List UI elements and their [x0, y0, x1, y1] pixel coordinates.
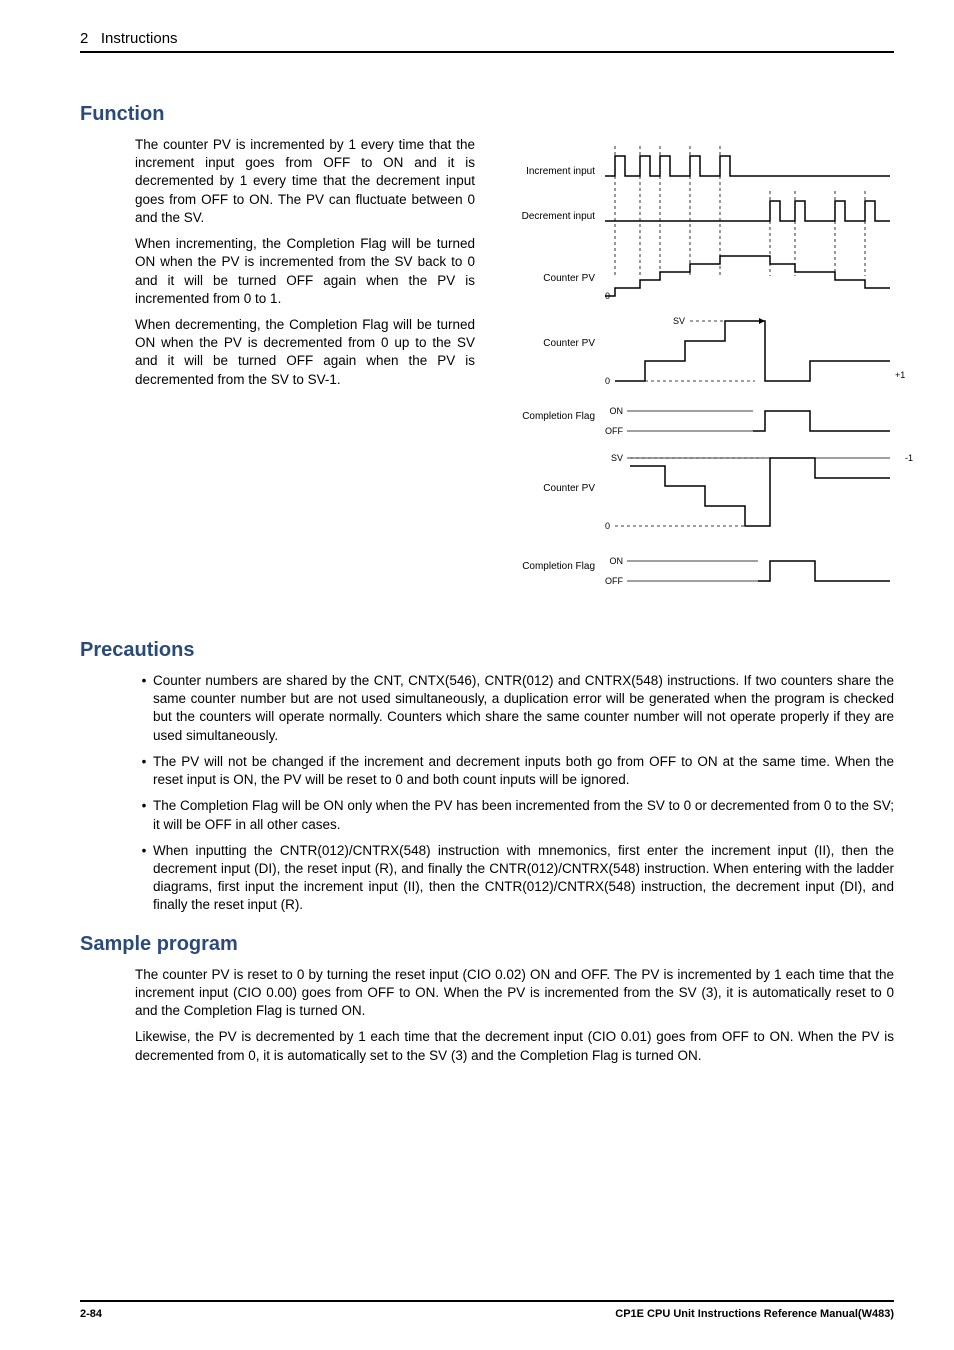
label-zero2: 0 [605, 376, 610, 386]
page-header: 2 Instructions [80, 30, 894, 47]
label-cpv2: Counter PV [543, 338, 595, 349]
function-p1: The counter PV is incremented by 1 every… [135, 136, 475, 227]
sample-text: The counter PV is reset to 0 by turning … [80, 966, 894, 1065]
bullet-dot: • [135, 753, 153, 789]
bullet-dot: • [135, 842, 153, 915]
timing-diagram: Increment input Decrement input Counter … [495, 136, 915, 621]
footer-rule [80, 1300, 894, 1302]
label-off1: OFF [605, 426, 623, 436]
precaution-item: • When inputting the CNTR(012)/CNTRX(548… [135, 842, 894, 915]
precaution-item: • The PV will not be changed if the incr… [135, 753, 894, 789]
label-inc: Increment input [526, 166, 595, 177]
bullet-dot: • [135, 672, 153, 745]
label-cpv1: Counter PV [543, 273, 595, 284]
label-cpv3: Counter PV [543, 483, 595, 494]
precautions-heading: Precautions [80, 639, 894, 662]
page-footer: 2-84 CP1E CPU Unit Instructions Referenc… [80, 1300, 894, 1320]
function-heading: Function [80, 103, 894, 126]
sample-p2: Likewise, the PV is decremented by 1 eac… [135, 1028, 894, 1064]
sample-p1: The counter PV is reset to 0 by turning … [135, 966, 894, 1021]
label-on2: ON [610, 556, 624, 566]
label-on1: ON [610, 406, 624, 416]
sample-heading: Sample program [80, 933, 894, 956]
precaution-b4: When inputting the CNTR(012)/CNTRX(548) … [153, 842, 894, 915]
header-rule [80, 51, 894, 53]
precaution-item: • Counter numbers are shared by the CNT,… [135, 672, 894, 745]
bullet-dot: • [135, 797, 153, 833]
function-text: The counter PV is incremented by 1 every… [80, 136, 475, 397]
label-cf2: Completion Flag [522, 561, 595, 572]
label-sv1: SV [673, 316, 685, 326]
label-plus1: +1 [895, 370, 905, 380]
footer-manual: CP1E CPU Unit Instructions Reference Man… [615, 1308, 894, 1320]
label-sv2: SV [611, 453, 623, 463]
chapter-number: 2 [80, 30, 88, 47]
label-off2: OFF [605, 576, 623, 586]
precaution-b2: The PV will not be changed if the increm… [153, 753, 894, 789]
footer-page: 2-84 [80, 1308, 102, 1320]
label-cf1: Completion Flag [522, 411, 595, 422]
label-dec: Decrement input [522, 211, 596, 222]
label-zero3: 0 [605, 521, 610, 531]
precaution-b1: Counter numbers are shared by the CNT, C… [153, 672, 894, 745]
function-p3: When decrementing, the Completion Flag w… [135, 316, 475, 389]
chapter-title: Instructions [101, 30, 178, 47]
precaution-b3: The Completion Flag will be ON only when… [153, 797, 894, 833]
label-minus1: -1 [905, 453, 913, 463]
function-content: The counter PV is incremented by 1 every… [80, 136, 894, 621]
function-p2: When incrementing, the Completion Flag w… [135, 235, 475, 308]
precaution-item: • The Completion Flag will be ON only wh… [135, 797, 894, 833]
precautions-list: • Counter numbers are shared by the CNT,… [80, 672, 894, 915]
